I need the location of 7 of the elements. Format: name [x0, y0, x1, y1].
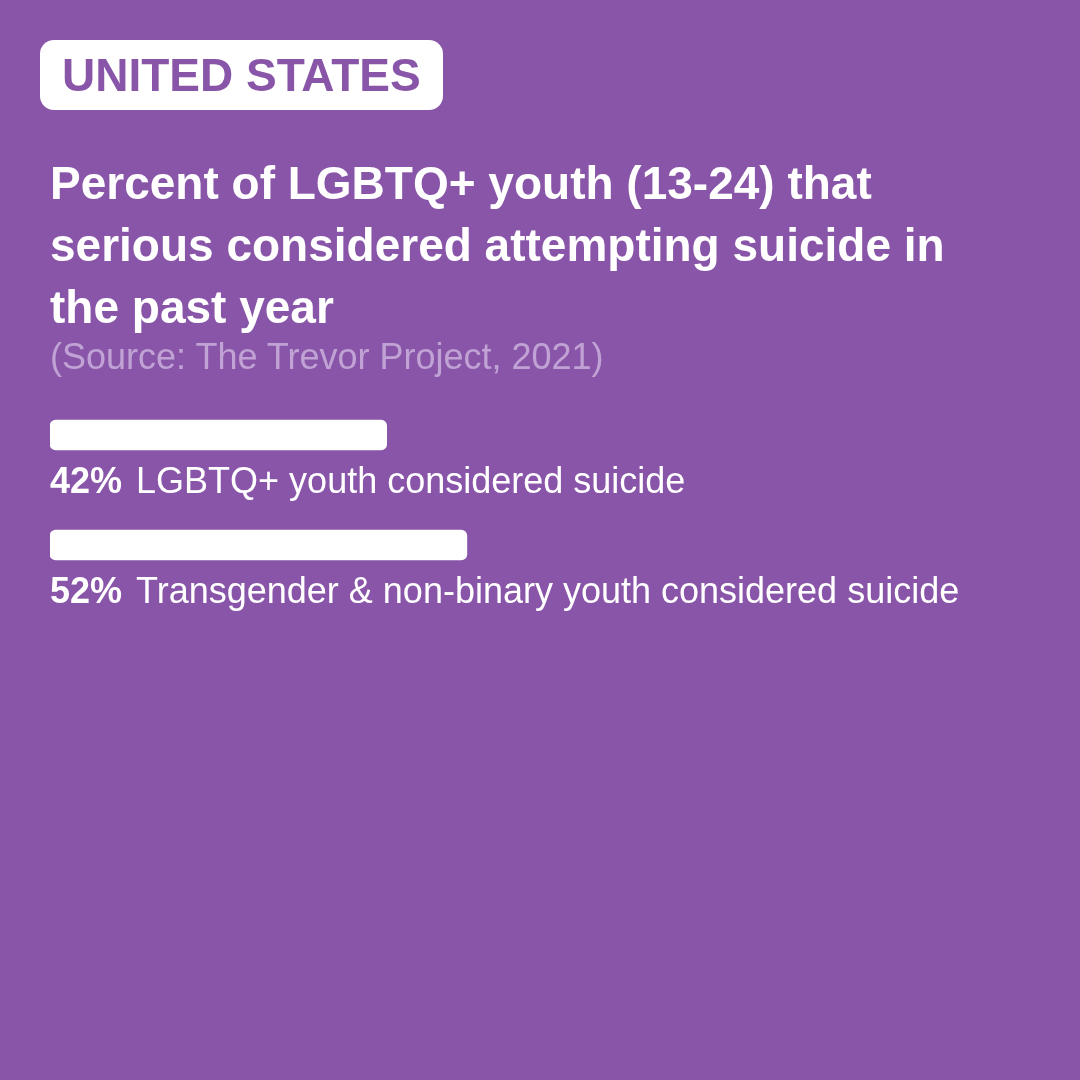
text: (Source: The Trevor Project, 2021) [50, 336, 604, 378]
chart-title: Percent of LGBTQ+ youth (13-24) that serious considered attempting suicide in the past year [50, 157, 945, 333]
chart-subtitle: UNITED STATES [40, 40, 443, 110]
data-label: 52% [50, 570, 123, 611]
y-tick-label: Transgender & non-binary youth considered suicide [136, 570, 960, 611]
data-label: 42% [50, 460, 123, 501]
y-tick-label: LGBTQ+ youth considered suicide [136, 460, 686, 501]
